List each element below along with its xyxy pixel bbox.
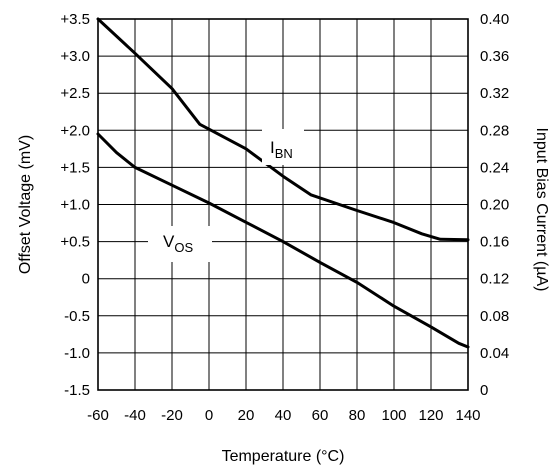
y-left-axis-title: Offset Voltage (mV) bbox=[17, 135, 34, 274]
plot-frame bbox=[97, 18, 469, 391]
y-right-axis-title: Input Bias Current (µA) bbox=[533, 128, 550, 292]
x-tick-label: 40 bbox=[275, 407, 292, 424]
x-tick-labels: -60 -40 -20 0 20 40 60 80 100 120 140 bbox=[87, 407, 480, 424]
vos-label-sub: OS bbox=[174, 240, 193, 255]
vos-series-line bbox=[96, 132, 470, 349]
x-axis-title: Temperature (°C) bbox=[222, 448, 345, 465]
y-left-tick-label: -1.5 bbox=[64, 382, 90, 399]
y-right-tick-label: 0.40 bbox=[480, 11, 509, 28]
x-tick-label: 100 bbox=[381, 407, 406, 424]
x-tick-label: 120 bbox=[418, 407, 443, 424]
y-right-tick-label: 0.36 bbox=[480, 48, 509, 65]
y-right-tick-labels: 0.40 0.36 0.32 0.28 0.24 0.20 0.16 0.12 0.08 0.04… bbox=[480, 11, 509, 399]
vos-label-main: V bbox=[163, 232, 175, 251]
x-tick-label: -20 bbox=[161, 407, 183, 424]
y-right-tick-label: 0.08 bbox=[480, 308, 509, 325]
vos-label-background bbox=[148, 226, 212, 262]
grid bbox=[98, 19, 468, 390]
vos-series-label: VOS bbox=[163, 232, 193, 255]
y-left-tick-label: +3.5 bbox=[60, 11, 90, 28]
x-tick-label: 60 bbox=[312, 407, 329, 424]
y-right-tick-label: 0.20 bbox=[480, 197, 509, 214]
y-right-tick-label: 0.12 bbox=[480, 271, 509, 288]
y-right-tick-label: 0.16 bbox=[480, 234, 509, 251]
ibn-label-main: I bbox=[270, 138, 275, 157]
y-right-tick-label: 0.32 bbox=[480, 85, 509, 102]
y-right-tick-label: 0.04 bbox=[480, 345, 509, 362]
ibn-label-sub: BN bbox=[275, 146, 293, 161]
x-tick-label: 20 bbox=[238, 407, 255, 424]
ibn-series-label: IBN bbox=[270, 138, 293, 161]
y-left-tick-labels: +3.5 +3.0 +2.5 +2.0 +1.5 +1.0 +0.5 0 -0.5 -1.0 -1.… bbox=[60, 11, 90, 399]
y-left-tick-label: +2.0 bbox=[60, 122, 90, 139]
y-left-tick-label: -0.5 bbox=[64, 308, 90, 325]
y-left-tick-label: +1.5 bbox=[60, 159, 90, 176]
y-left-tick-label: +2.5 bbox=[60, 85, 90, 102]
ibn-label-background bbox=[262, 129, 304, 165]
y-right-tick-label: 0 bbox=[480, 382, 488, 399]
y-right-tick-label: 0.24 bbox=[480, 159, 509, 176]
series-lines bbox=[96, 17, 470, 349]
y-left-tick-label: 0 bbox=[82, 271, 90, 288]
x-tick-label: 0 bbox=[205, 407, 213, 424]
y-left-tick-label: +1.0 bbox=[60, 197, 90, 214]
x-tick-label: 80 bbox=[349, 407, 366, 424]
y-left-tick-label: +3.0 bbox=[60, 48, 90, 65]
x-tick-label: -40 bbox=[124, 407, 146, 424]
y-right-tick-label: 0.28 bbox=[480, 122, 509, 139]
y-left-tick-label: +0.5 bbox=[60, 234, 90, 251]
x-tick-label: -60 bbox=[87, 407, 109, 424]
x-tick-label: 140 bbox=[455, 407, 480, 424]
y-left-tick-label: -1.0 bbox=[64, 345, 90, 362]
ibn-series-line bbox=[96, 17, 470, 242]
